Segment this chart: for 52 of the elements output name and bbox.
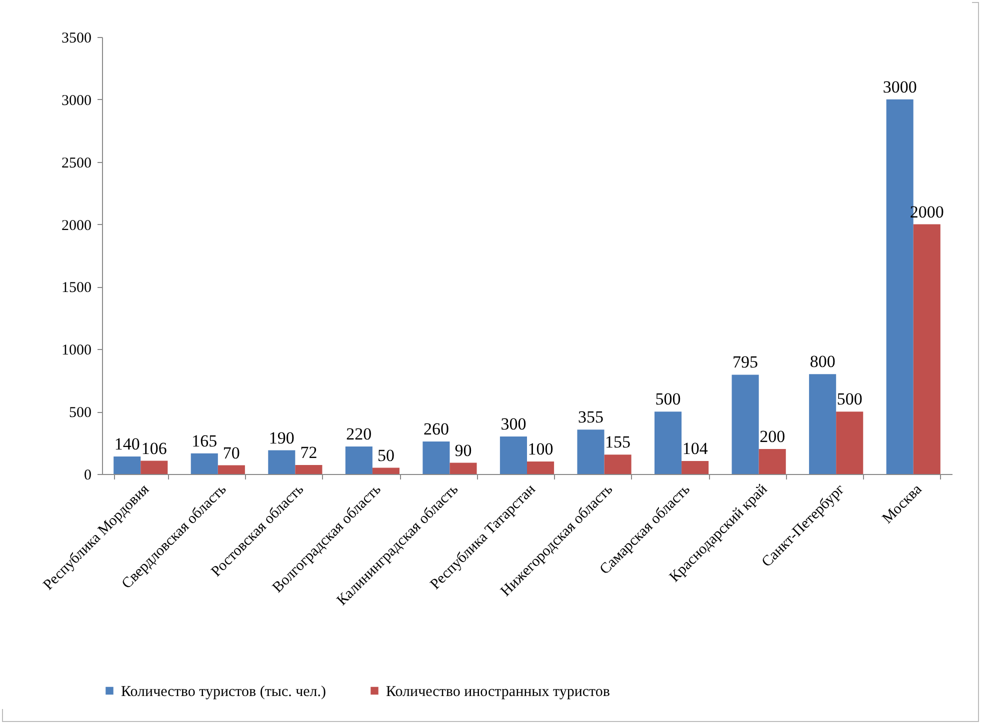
data-label: 260	[423, 420, 449, 439]
bar	[190, 453, 218, 474]
bar	[218, 465, 245, 474]
data-label: 140	[114, 434, 140, 454]
bar	[682, 461, 709, 474]
data-label: 795	[732, 352, 758, 372]
bar	[295, 465, 322, 474]
bar	[114, 456, 141, 474]
data-label: 104	[682, 439, 708, 458]
data-label: 50	[377, 446, 394, 465]
legend-label: Количество туристов (тыс. чел.)	[121, 684, 326, 700]
data-label: 200	[760, 427, 786, 446]
bar	[913, 224, 940, 474]
y-tick-label: 500	[69, 405, 92, 422]
bar	[758, 449, 786, 474]
data-label: 90	[454, 440, 472, 460]
data-label: 106	[141, 438, 167, 458]
data-label: 100	[528, 440, 554, 459]
data-label: 500	[655, 390, 681, 409]
bar	[527, 462, 554, 474]
bar	[732, 374, 759, 474]
y-tick-label: 2500	[62, 155, 92, 172]
y-tick-label: 1000	[62, 342, 92, 359]
data-label: 190	[268, 428, 294, 448]
bar	[809, 374, 836, 474]
bar	[604, 454, 632, 474]
legend-label: Количество иностранных туристов	[386, 684, 610, 700]
y-tick-label: 0	[84, 468, 92, 484]
bar	[140, 460, 168, 474]
data-label: 70	[222, 443, 240, 462]
bar	[268, 450, 296, 474]
data-label: 800	[810, 352, 836, 372]
data-label: 220	[346, 424, 372, 444]
bar	[654, 412, 682, 474]
bar	[372, 468, 400, 474]
bar	[422, 442, 450, 474]
y-tick-label: 2000	[62, 218, 92, 234]
data-label: 155	[605, 432, 631, 452]
y-tick-label: 1500	[62, 280, 92, 296]
data-label: 300	[500, 414, 526, 434]
bar	[450, 462, 477, 474]
data-label: 355	[578, 408, 604, 427]
data-label: 72	[300, 443, 318, 462]
data-label: 500	[836, 390, 862, 409]
data-label: 3000	[882, 77, 917, 96]
bar	[836, 412, 864, 474]
bar	[500, 436, 527, 474]
data-label: 165	[192, 431, 218, 450]
y-tick-label: 3500	[62, 30, 92, 46]
bar	[577, 430, 604, 474]
bar	[345, 446, 372, 474]
y-tick-label: 3000	[62, 92, 92, 109]
